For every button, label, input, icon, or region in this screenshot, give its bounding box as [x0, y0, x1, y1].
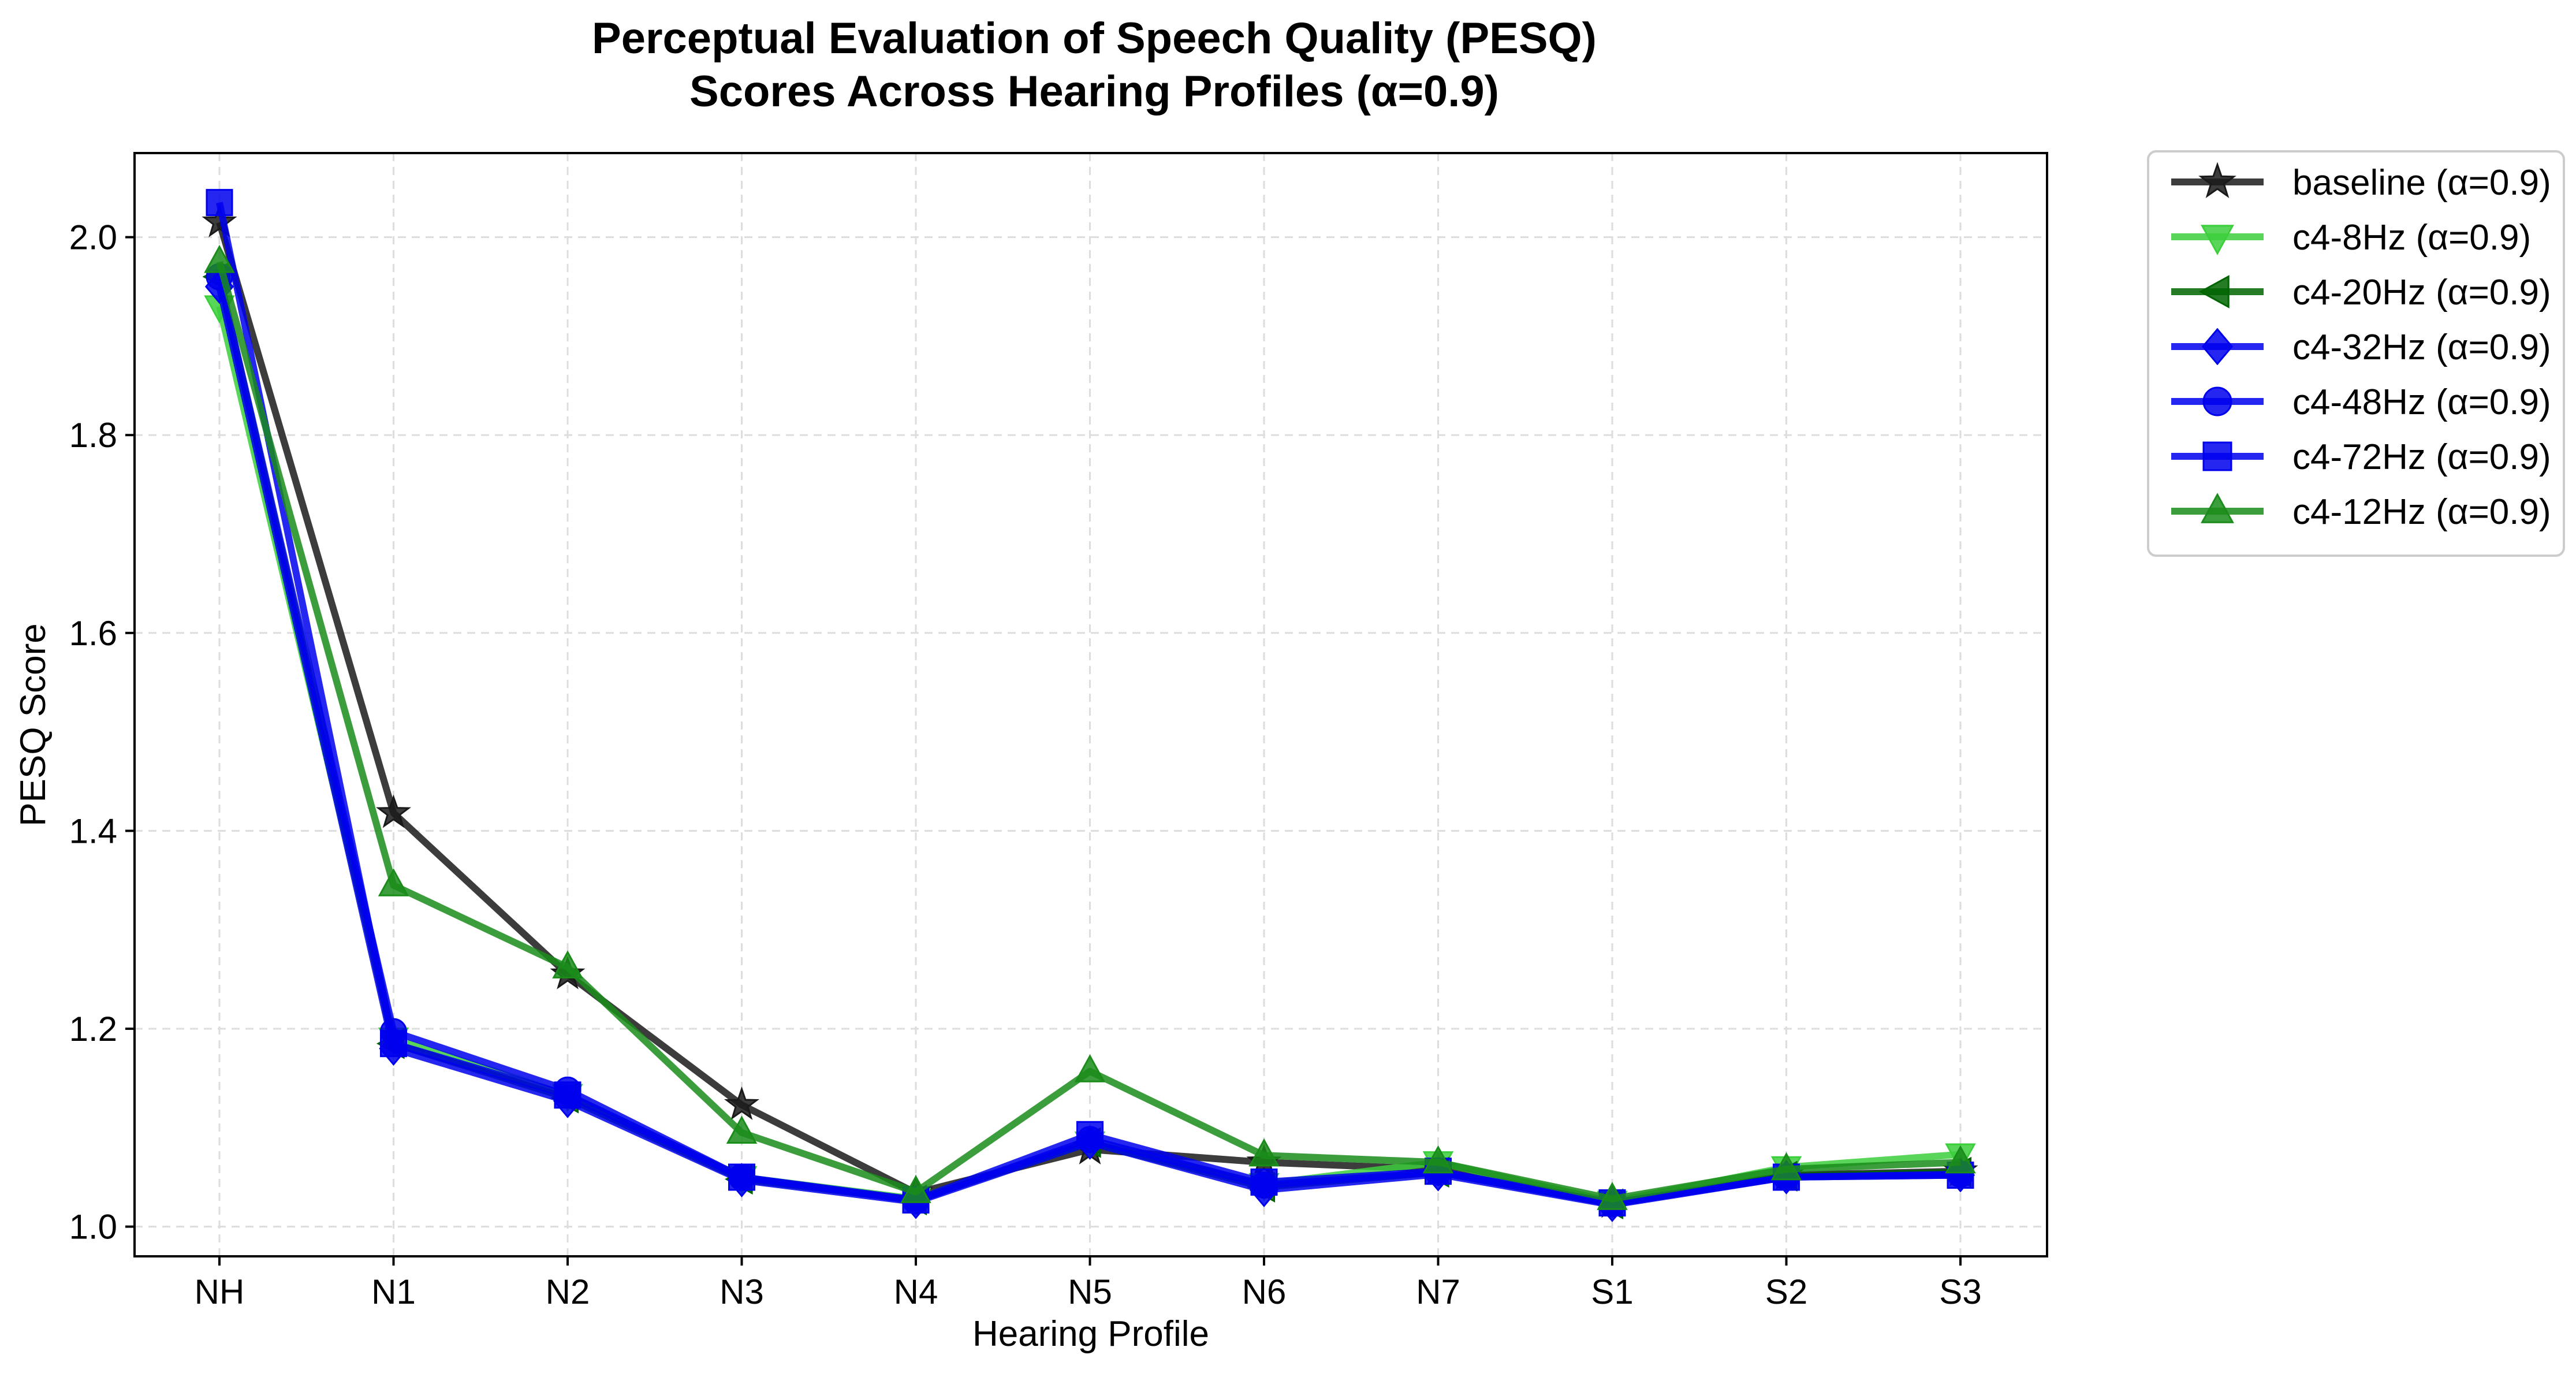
legend-items: baseline (α=0.9) c4-8Hz (α=0.9) c4-20Hz (α… [2171, 162, 2551, 532]
series-layer [202, 189, 1978, 1222]
legend-label: c4-32Hz (α=0.9) [2292, 328, 2551, 367]
y-tick-label: 1.6 [69, 614, 117, 653]
legend-label: c4-20Hz (α=0.9) [2292, 273, 2551, 312]
data-point [1248, 1138, 1280, 1167]
data-point [724, 1086, 759, 1120]
y-axis-label: PESQ Score [13, 623, 53, 826]
y-tick-label: 1.0 [69, 1208, 117, 1247]
chart-subtitle: Scores Across Hearing Profiles (α=0.9) [689, 67, 1499, 116]
data-point [1945, 1145, 1976, 1174]
x-tick-label: N3 [720, 1272, 764, 1311]
x-tick-label: N4 [894, 1272, 938, 1311]
legend-item: c4-32Hz (α=0.9) [2171, 328, 2551, 367]
data-point [900, 1175, 931, 1203]
data-point [380, 1030, 407, 1058]
data-point [1422, 1145, 1454, 1174]
legend-label: baseline (α=0.9) [2292, 163, 2551, 203]
legend-marker [2198, 162, 2236, 198]
data-point [1597, 1182, 1628, 1210]
ticks: NH N1 N2 N3 N4 N5 N6 N7 S1 S2 S3 1.0 1.2 1.4 1.6 1.8 2.0 [69, 218, 1982, 1311]
data-point [552, 950, 583, 978]
y-tick-label: 1.8 [69, 416, 117, 455]
data-point [378, 868, 409, 896]
legend-item: c4-48Hz (α=0.9) [2171, 382, 2551, 422]
legend-label: c4-12Hz (α=0.9) [2292, 492, 2551, 532]
x-tick-label: S1 [1591, 1272, 1633, 1311]
legend-marker [2202, 441, 2232, 471]
data-point [206, 189, 233, 217]
legend-marker [2202, 386, 2232, 416]
legend-marker [2201, 225, 2234, 255]
legend-marker [2201, 328, 2234, 366]
data-point [728, 1163, 755, 1191]
y-tick-label: 1.4 [69, 812, 117, 850]
legend-item: c4-20Hz (α=0.9) [2171, 273, 2551, 312]
x-tick-label: N2 [546, 1272, 590, 1311]
x-tick-label: N5 [1068, 1272, 1112, 1311]
data-point [1250, 1169, 1278, 1196]
data-point [554, 1081, 581, 1109]
legend: baseline (α=0.9) c4-8Hz (α=0.9) c4-20Hz (α… [2147, 150, 2565, 557]
data-point [376, 794, 411, 828]
chart-title: Perceptual Evaluation of Speech Quality … [592, 14, 1597, 63]
y-tick-label: 2.0 [69, 218, 117, 257]
legend-item: c4-8Hz (α=0.9) [2171, 218, 2531, 258]
legend-item: baseline (α=0.9) [2171, 162, 2551, 203]
grid [135, 153, 2047, 1256]
legend-item: c4-72Hz (α=0.9) [2171, 437, 2551, 477]
data-point [1076, 1121, 1104, 1148]
x-axis-label: Hearing Profile [972, 1314, 1209, 1354]
x-tick-label: S2 [1765, 1272, 1807, 1311]
x-tick-label: NH [195, 1272, 245, 1311]
data-point [1074, 1054, 1106, 1082]
x-tick-label: N7 [1416, 1272, 1460, 1311]
legend-marker [2199, 275, 2230, 308]
data-point [202, 203, 237, 237]
data-point [1770, 1152, 1802, 1181]
plot-area [135, 153, 2047, 1256]
data-point [726, 1115, 758, 1144]
legend-marker [2201, 493, 2234, 523]
data-point [204, 244, 235, 273]
x-tick-label: S3 [1939, 1272, 1981, 1311]
legend-label: c4-72Hz (α=0.9) [2292, 437, 2551, 477]
series-6 [204, 244, 1976, 1210]
legend-label: c4-48Hz (α=0.9) [2292, 382, 2551, 422]
x-tick-label: N1 [371, 1272, 416, 1311]
x-tick-label: N6 [1242, 1272, 1287, 1311]
legend-item: c4-12Hz (α=0.9) [2171, 492, 2551, 532]
legend-label: c4-8Hz (α=0.9) [2292, 218, 2531, 258]
y-tick-label: 1.2 [69, 1010, 117, 1048]
